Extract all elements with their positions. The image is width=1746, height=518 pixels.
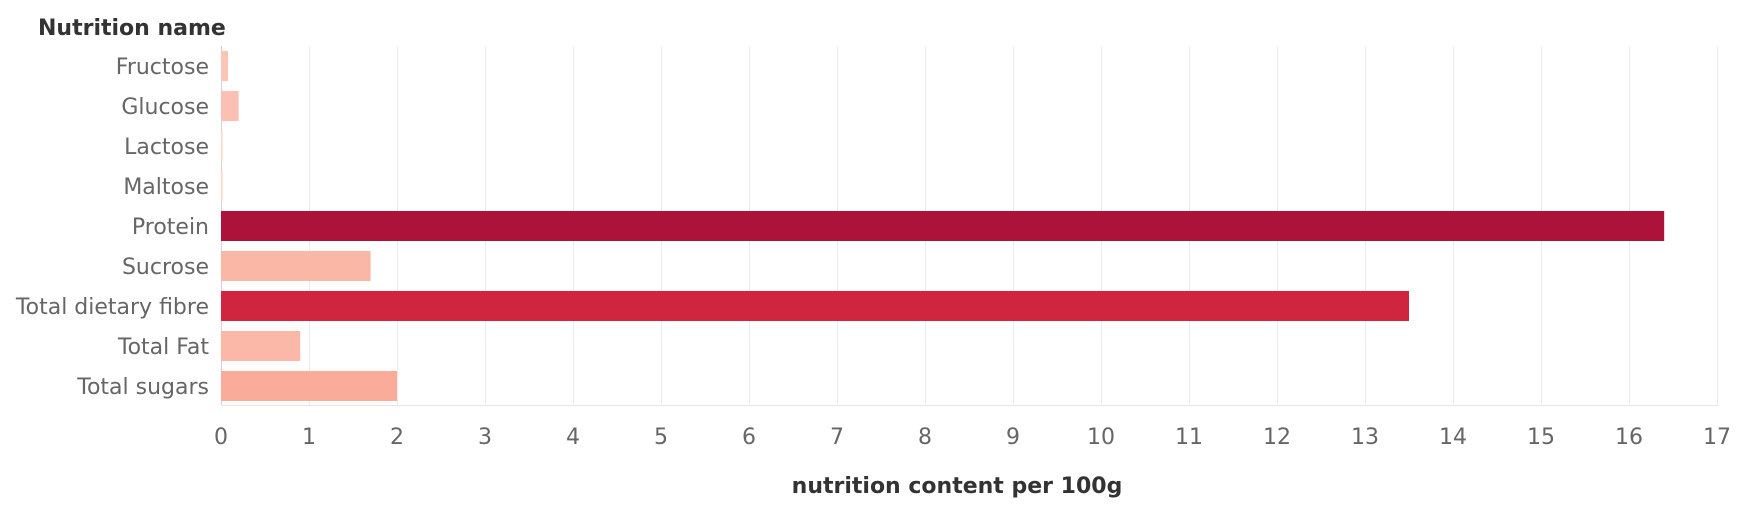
bar [221, 171, 223, 201]
category-label: Protein [132, 215, 209, 240]
x-tick-label: 8 [918, 425, 932, 450]
x-tick-label: 14 [1439, 425, 1467, 450]
category-label: Glucose [121, 95, 209, 120]
x-tick-label: 6 [742, 425, 756, 450]
bar [221, 91, 239, 121]
x-tick-label: 5 [654, 425, 668, 450]
category-label: Maltose [123, 175, 209, 200]
x-tick-label: 9 [1006, 425, 1020, 450]
x-tick-label: 1 [302, 425, 316, 450]
x-tick-label: 17 [1703, 425, 1731, 450]
row-header: Nutrition name [38, 16, 226, 41]
bar [221, 131, 223, 161]
x-tick-label: 3 [478, 425, 492, 450]
x-tick-label: 4 [566, 425, 580, 450]
x-tick-label: 16 [1615, 425, 1643, 450]
bars [221, 51, 1665, 401]
category-label: Total Fat [117, 335, 209, 360]
x-tick-label: 11 [1175, 425, 1203, 450]
bar [221, 51, 229, 81]
category-label: Sucrose [122, 255, 209, 280]
bar [221, 211, 1665, 241]
x-tick-label: 7 [830, 425, 844, 450]
x-tick-label: 12 [1263, 425, 1291, 450]
x-tick-label: 2 [390, 425, 404, 450]
x-axis-title: nutrition content per 100g [792, 474, 1123, 499]
x-tick-label: 13 [1351, 425, 1379, 450]
x-tick-label: 0 [214, 425, 228, 450]
x-tick-label: 15 [1527, 425, 1555, 450]
bar [221, 331, 301, 361]
bar [221, 291, 1409, 321]
bar [221, 371, 397, 401]
category-label: Lactose [124, 135, 209, 160]
category-label: Total dietary fibre [15, 295, 209, 320]
category-label: Fructose [116, 55, 209, 80]
category-label: Total sugars [76, 375, 209, 400]
x-axis-ticks: 0 1 2 3 4 5 6 7 8 9 10 11 12 13 14 15 16 17 [214, 425, 1731, 450]
category-labels: Fructose Glucose Lactose Maltose Protein Sucr… [15, 55, 209, 400]
bar [221, 251, 371, 281]
x-tick-label: 10 [1087, 425, 1115, 450]
